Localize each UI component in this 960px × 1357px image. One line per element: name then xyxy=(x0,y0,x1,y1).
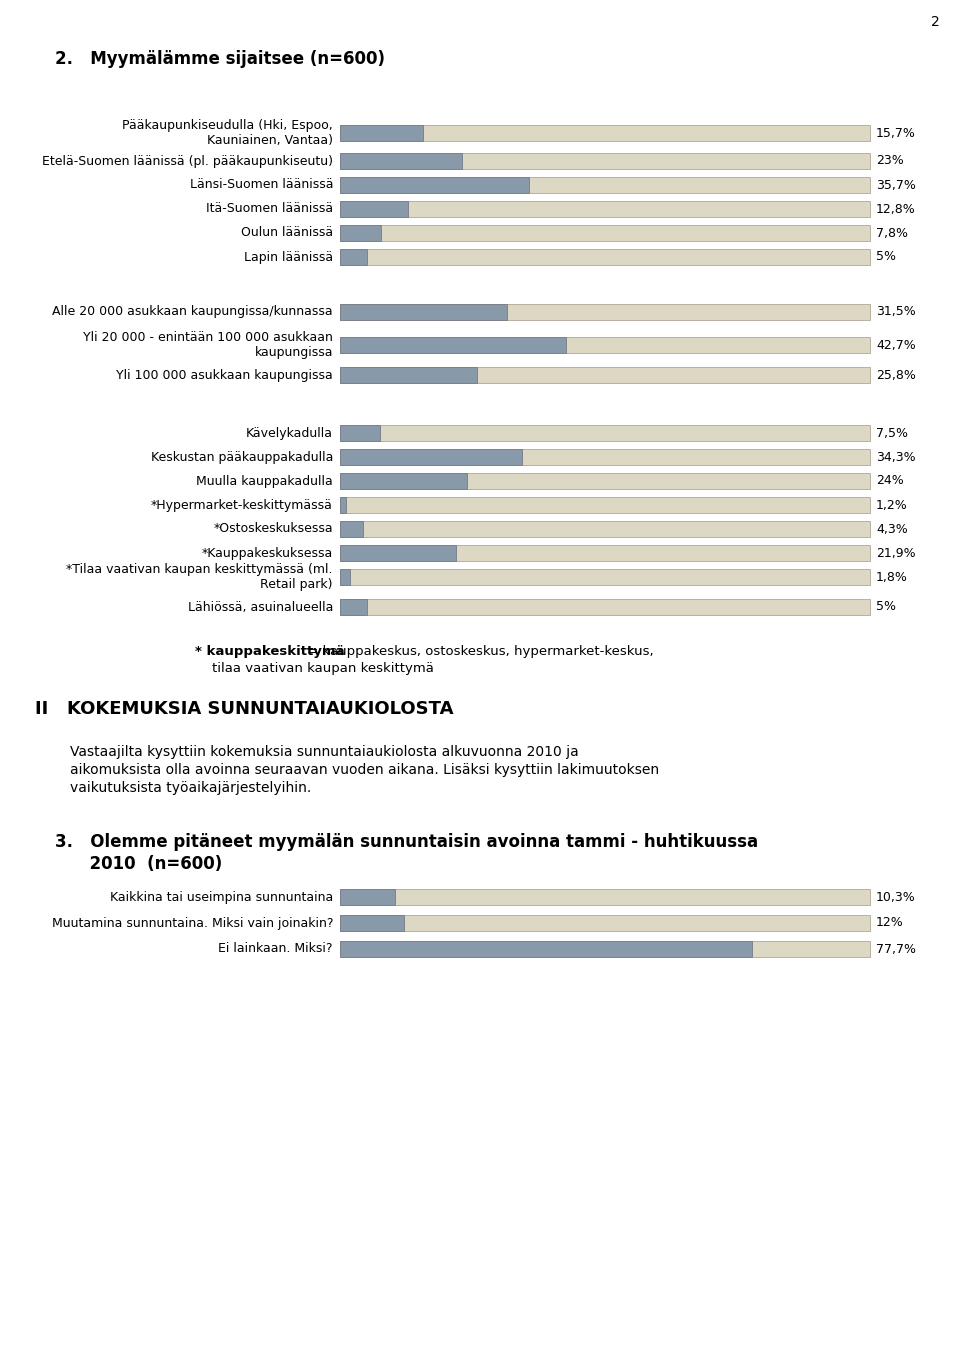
Bar xyxy=(340,225,870,242)
Bar xyxy=(340,915,870,931)
Bar xyxy=(340,521,870,537)
Text: 12%: 12% xyxy=(876,916,903,930)
Bar xyxy=(340,366,477,383)
Bar xyxy=(340,304,507,320)
Text: tilaa vaativan kaupan keskittymä: tilaa vaativan kaupan keskittymä xyxy=(212,662,434,674)
Text: Alle 20 000 asukkaan kaupungissa/kunnassa: Alle 20 000 asukkaan kaupungissa/kunnass… xyxy=(53,305,333,319)
Text: Lähiössä, asuinalueella: Lähiössä, asuinalueella xyxy=(187,601,333,613)
Text: 3.   Olemme pitäneet myymälän sunnuntaisin avoinna tammi - huhtikuussa: 3. Olemme pitäneet myymälän sunnuntaisin… xyxy=(55,833,758,851)
Text: = kauppakeskus, ostoskeskus, hypermarket-keskus,: = kauppakeskus, ostoskeskus, hypermarket… xyxy=(303,645,654,658)
Bar xyxy=(340,889,870,905)
Text: Oulun läänissä: Oulun läänissä xyxy=(241,227,333,239)
Text: Vastaajilta kysyttiin kokemuksia sunnuntaiaukiolosta alkuvuonna 2010 ja: Vastaajilta kysyttiin kokemuksia sunnunt… xyxy=(70,745,579,759)
Bar xyxy=(340,546,870,560)
Bar xyxy=(340,125,423,141)
Bar xyxy=(340,201,408,217)
Text: 21,9%: 21,9% xyxy=(876,547,916,559)
Bar xyxy=(340,248,870,265)
Bar xyxy=(340,449,522,465)
Text: 2.   Myymälämme sijaitsee (n=600): 2. Myymälämme sijaitsee (n=600) xyxy=(55,50,385,68)
Bar xyxy=(340,366,870,383)
Text: 25,8%: 25,8% xyxy=(876,369,916,381)
Text: Muulla kauppakadulla: Muulla kauppakadulla xyxy=(196,475,333,487)
Text: 2010  (n=600): 2010 (n=600) xyxy=(55,855,223,873)
Text: 5%: 5% xyxy=(876,251,896,263)
Bar xyxy=(340,153,462,170)
Bar xyxy=(340,474,468,489)
Bar xyxy=(340,176,870,193)
Text: II   KOKEMUKSIA SUNNUNTAIAUKIOLOSTA: II KOKEMUKSIA SUNNUNTAIAUKIOLOSTA xyxy=(35,700,453,718)
Text: 2: 2 xyxy=(931,15,940,28)
Text: Kävelykadulla: Kävelykadulla xyxy=(246,426,333,440)
Text: 31,5%: 31,5% xyxy=(876,305,916,319)
Text: Pääkaupunkiseudulla (Hki, Espoo,
Kauniainen, Vantaa): Pääkaupunkiseudulla (Hki, Espoo, Kauniai… xyxy=(122,119,333,147)
Text: Yli 20 000 - enintään 100 000 asukkaan
kaupungissa: Yli 20 000 - enintään 100 000 asukkaan k… xyxy=(84,331,333,360)
Bar xyxy=(340,125,870,141)
Bar xyxy=(340,474,870,489)
Text: 1,2%: 1,2% xyxy=(876,498,908,512)
Bar xyxy=(340,889,395,905)
Bar xyxy=(340,569,349,585)
Text: *Kauppakeskuksessa: *Kauppakeskuksessa xyxy=(202,547,333,559)
Bar xyxy=(340,153,870,170)
Text: Muutamina sunnuntaina. Miksi vain joinakin?: Muutamina sunnuntaina. Miksi vain joinak… xyxy=(52,916,333,930)
Text: 24%: 24% xyxy=(876,475,903,487)
Text: 15,7%: 15,7% xyxy=(876,126,916,140)
Text: aikomuksista olla avoinna seuraavan vuoden aikana. Lisäksi kysyttiin lakimuutoks: aikomuksista olla avoinna seuraavan vuod… xyxy=(70,763,660,778)
Bar xyxy=(340,425,870,441)
Bar xyxy=(340,940,752,957)
Bar xyxy=(340,598,367,615)
Text: Itä-Suomen läänissä: Itä-Suomen läänissä xyxy=(205,202,333,216)
Text: 35,7%: 35,7% xyxy=(876,179,916,191)
Text: Yli 100 000 asukkaan kaupungissa: Yli 100 000 asukkaan kaupungissa xyxy=(116,369,333,381)
Bar xyxy=(340,915,403,931)
Text: Keskustan pääkauppakadulla: Keskustan pääkauppakadulla xyxy=(151,451,333,464)
Bar xyxy=(340,598,870,615)
Bar xyxy=(340,497,347,513)
Bar xyxy=(340,248,367,265)
Text: 7,8%: 7,8% xyxy=(876,227,908,239)
Text: Lapin läänissä: Lapin läänissä xyxy=(244,251,333,263)
Text: *Tilaa vaativan kaupan keskittymässä (ml.
Retail park): *Tilaa vaativan kaupan keskittymässä (ml… xyxy=(66,563,333,592)
Bar xyxy=(340,569,870,585)
Text: Ei lainkaan. Miksi?: Ei lainkaan. Miksi? xyxy=(219,943,333,955)
Text: * kauppakeskittymä: * kauppakeskittymä xyxy=(195,645,345,658)
Bar xyxy=(340,546,456,560)
Text: vaikutuksista työaikajärjestelyihin.: vaikutuksista työaikajärjestelyihin. xyxy=(70,782,311,795)
Text: Etelä-Suomen läänissä (pl. pääkaupunkiseutu): Etelä-Suomen läänissä (pl. pääkaupunkise… xyxy=(42,155,333,167)
Bar xyxy=(340,337,870,353)
Text: Länsi-Suomen läänissä: Länsi-Suomen läänissä xyxy=(189,179,333,191)
Text: *Hypermarket-keskittymässä: *Hypermarket-keskittymässä xyxy=(151,498,333,512)
Text: 42,7%: 42,7% xyxy=(876,338,916,351)
Text: 1,8%: 1,8% xyxy=(876,570,908,584)
Bar xyxy=(340,449,870,465)
Text: 77,7%: 77,7% xyxy=(876,943,916,955)
Text: 4,3%: 4,3% xyxy=(876,522,908,536)
Bar xyxy=(340,425,380,441)
Bar xyxy=(340,940,870,957)
Text: 10,3%: 10,3% xyxy=(876,890,916,904)
Text: Kaikkina tai useimpina sunnuntaina: Kaikkina tai useimpina sunnuntaina xyxy=(109,890,333,904)
Text: *Ostoskeskuksessa: *Ostoskeskuksessa xyxy=(213,522,333,536)
Bar xyxy=(340,337,566,353)
Bar xyxy=(340,225,381,242)
Bar xyxy=(340,304,870,320)
Text: 12,8%: 12,8% xyxy=(876,202,916,216)
Bar xyxy=(340,497,870,513)
Bar xyxy=(340,176,529,193)
Bar xyxy=(340,521,363,537)
Text: 7,5%: 7,5% xyxy=(876,426,908,440)
Text: 23%: 23% xyxy=(876,155,903,167)
Bar xyxy=(340,201,870,217)
Text: 34,3%: 34,3% xyxy=(876,451,916,464)
Text: 5%: 5% xyxy=(876,601,896,613)
